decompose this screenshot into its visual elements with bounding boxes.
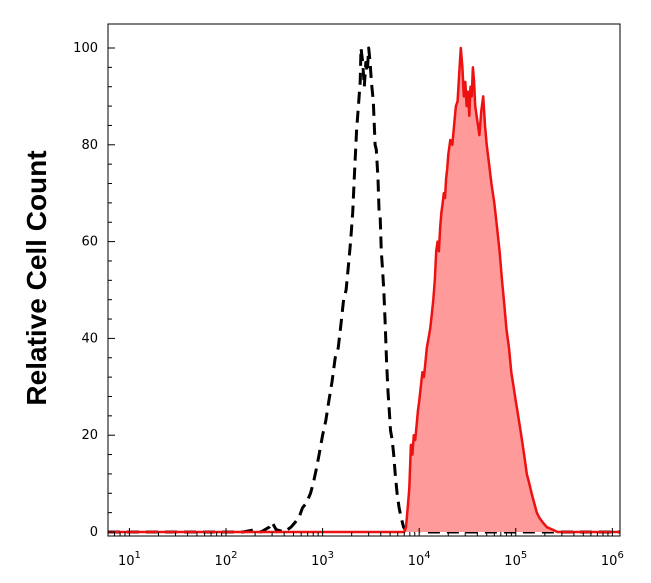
y-tick-label: 40 (81, 331, 98, 346)
series-1-area (108, 48, 620, 532)
y-axis-label: Relative Cell Count (21, 150, 52, 405)
series-1-line (108, 46, 620, 534)
y-tick-label: 80 (81, 138, 98, 153)
x-tick-label: 105 (504, 550, 527, 569)
y-tick-label: 100 (73, 41, 98, 56)
x-tick-label: 101 (118, 550, 141, 569)
x-tick-label: 106 (601, 550, 624, 569)
x-tick-label: 102 (215, 550, 238, 569)
y-tick-label: 20 (81, 428, 98, 443)
x-tick-label: 104 (408, 550, 431, 569)
y-axis: 0 20 40 60 80 100 (73, 41, 115, 540)
x-tick-label: 103 (311, 550, 334, 569)
series-0-line (108, 46, 620, 534)
y-tick-label: 60 (81, 235, 98, 250)
x-axis: 101 102 103 104 105 106 (107, 528, 624, 569)
y-tick-label: 0 (90, 525, 98, 540)
plot-frame (107, 23, 621, 537)
